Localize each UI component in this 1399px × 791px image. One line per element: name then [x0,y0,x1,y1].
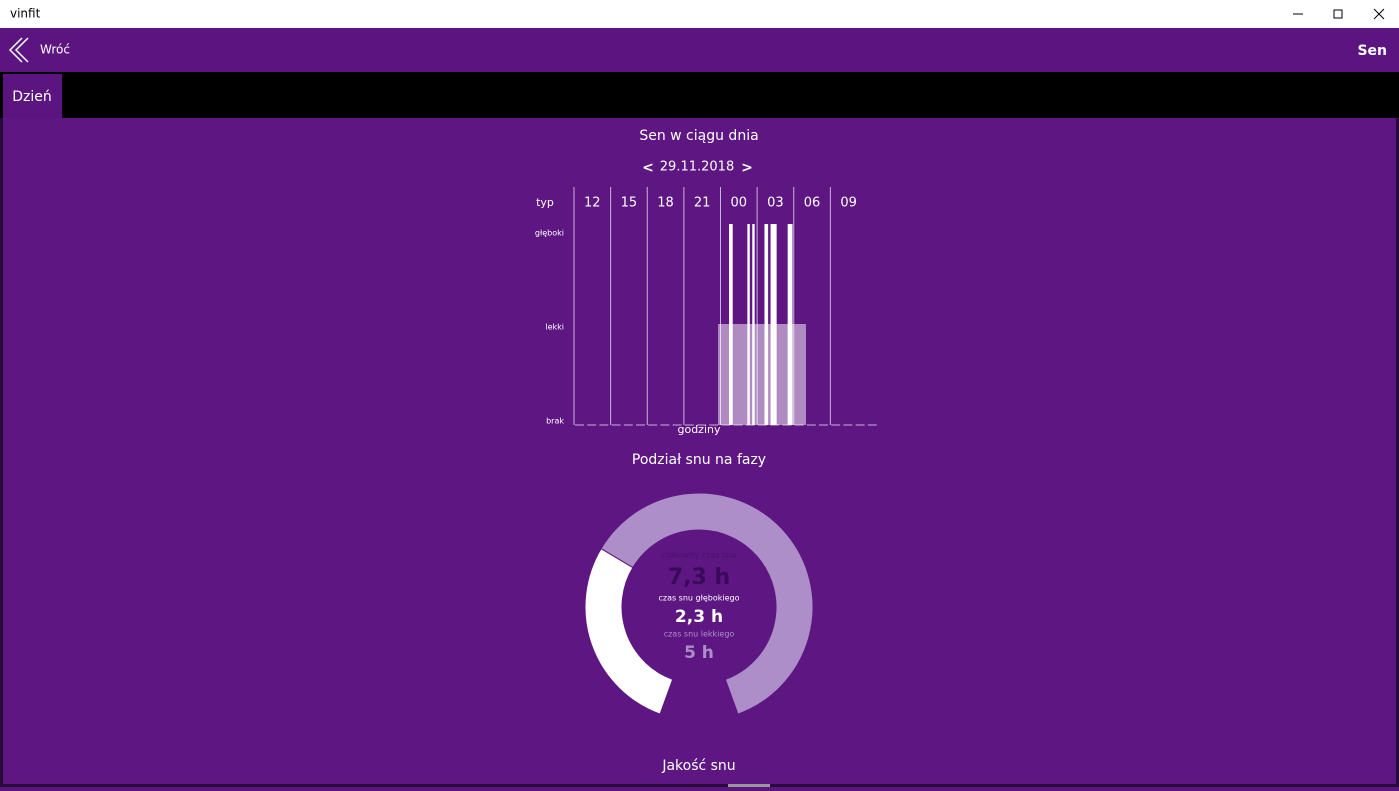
scroll-indicator [728,784,770,787]
total-value: 7,3 h [668,565,730,590]
light-caption: czas snu lekkiego [664,630,735,639]
x-tick-label: 18 [657,196,674,211]
date: 29.11.2018 [660,160,734,175]
deep-sleep [752,224,755,425]
y-axis-label: typ [536,196,554,209]
level-label: brak [546,417,564,426]
restore-button[interactable] [1333,9,1343,19]
x-tick-label: 09 [840,196,857,211]
tab-bar [0,72,1399,118]
level-label: głęboki [535,229,564,238]
deep-sleep [770,224,777,425]
x-tick-label: 00 [731,196,748,211]
deep-sleep [764,224,769,425]
chart-title: Sen w ciągu dnia [639,128,758,144]
deep-sleep [729,224,733,425]
title-bar [0,0,1399,28]
donut-title: Podział snu na fazy [632,452,766,468]
header-bar [0,28,1399,72]
x-tick-label: 12 [584,196,601,211]
deep-sleep [747,224,750,425]
back-icon[interactable] [8,37,29,63]
deep-caption: czas snu głębokiego [658,594,739,603]
back-button[interactable]: Wróć [40,43,70,57]
x-axis-label: godziny [677,423,720,436]
close-button[interactable] [1373,8,1385,20]
content [3,118,1396,784]
tab-label[interactable]: Dzień [12,89,52,105]
prev-date[interactable]: < [642,160,654,176]
page-title: Sen [1357,43,1387,59]
donut-segment [600,492,814,715]
deep-sleep [787,224,793,425]
total-caption: całkowity czas snu [662,551,737,560]
window-title: vinfit [10,7,41,21]
light-value: 5 h [684,643,714,663]
level-label: lekki [545,323,564,332]
tab-active[interactable] [3,74,62,118]
x-tick-label: 06 [804,196,821,211]
x-tick-label: 03 [767,196,784,211]
x-tick-label: 15 [621,196,638,211]
x-tick-label: 21 [694,196,711,211]
deep-value: 2,3 h [675,607,723,627]
next-date[interactable]: > [741,160,753,176]
section-title: Jakość snu [661,758,735,774]
